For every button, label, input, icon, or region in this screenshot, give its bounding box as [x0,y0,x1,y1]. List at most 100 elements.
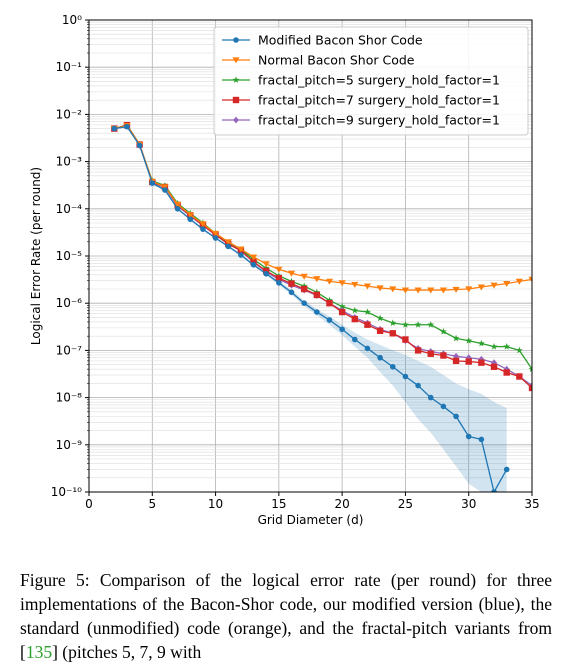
x-tick-label: 30 [461,497,476,511]
data-point [376,314,384,322]
legend-entry: fractal_pitch=5 surgery_hold_factor=1 [222,73,500,88]
data-point [233,37,239,43]
data-point [238,252,244,258]
data-point [187,216,194,223]
data-point [503,466,510,473]
data-point [233,116,239,124]
data-point [300,282,308,290]
data-point [376,327,384,335]
series-line [114,124,532,370]
data-point [288,280,295,287]
data-point [314,309,320,315]
data-point [503,343,511,350]
data-point [389,330,396,337]
data-point [263,270,270,277]
y-tick-label: 10⁻⁵ [56,249,83,263]
data-point [477,284,485,291]
data-point [338,302,346,310]
data-point [478,436,485,443]
data-point [465,433,472,440]
legend-label: fractal_pitch=9 surgery_hold_factor=1 [258,113,500,128]
data-point [174,201,182,208]
data-point [402,373,409,380]
data-point [414,287,422,294]
data-point [427,321,435,328]
data-point [453,413,459,420]
data-point [389,319,397,326]
data-point [288,289,295,296]
data-point [232,76,240,83]
data-point [452,286,460,293]
y-tick-label: 10⁻⁷ [56,343,83,357]
data-point [287,270,296,277]
data-point [465,286,473,293]
data-point [352,336,358,343]
data-point [477,339,485,347]
data-point [313,276,321,283]
series-line [114,124,532,291]
data-point [300,285,308,293]
data-point [225,243,232,250]
series-lines [110,121,532,492]
data-point [515,278,523,285]
series-1 [111,123,510,492]
data-point [363,283,372,290]
data-point [427,287,435,294]
legend-entry: fractal_pitch=9 surgery_hold_factor=1 [222,113,500,128]
data-point [377,354,383,361]
legend-label: Normal Bacon Shor Code [258,53,415,68]
data-point [351,281,359,288]
data-point [515,346,523,354]
data-point [111,125,118,132]
data-point [389,363,396,370]
data-point [174,206,181,212]
data-point [313,291,321,299]
data-point [490,343,498,350]
data-point [452,334,460,342]
legend-label: fractal_pitch=5 surgery_hold_factor=1 [258,73,500,88]
confidence-bands [114,125,507,492]
data-point [439,328,447,335]
data-point [427,350,434,357]
data-point [439,287,447,294]
x-tick-label: 25 [398,497,413,511]
data-point [516,373,523,380]
data-point [364,345,371,352]
caption-text-1: Figure 5: Comparison of the logical erro… [20,570,552,662]
legend-entry: fractal_pitch=7 surgery_hold_factor=1 [222,93,500,108]
data-point [478,359,485,366]
data-point [212,235,219,241]
data-point [250,258,257,266]
data-point [427,394,434,401]
x-tick-label: 10 [208,497,223,511]
data-point [149,180,156,186]
x-tick-label: 20 [335,497,350,511]
x-tick-label: 0 [85,497,93,511]
data-point [528,365,532,373]
data-point [415,382,421,389]
data-point [275,274,283,282]
data-point [124,123,130,130]
data-point [528,384,532,392]
data-point [440,403,447,410]
y-tick-label: 10⁻⁶ [56,296,83,310]
figure-caption: Figure 5: Comparison of the logical erro… [20,568,552,664]
confidence-band [114,125,507,492]
data-point [224,239,232,246]
legend-entry: Modified Bacon Shor Code [222,33,423,48]
data-point [326,300,333,307]
y-tick-label: 10⁻¹ [56,60,83,74]
y-tick-label: 10⁻⁴ [56,202,83,216]
data-point [465,337,473,344]
y-tick-label: 10⁻¹⁰ [51,485,82,499]
legend-entry: Normal Bacon Shor Code [222,53,415,68]
data-point [465,358,472,365]
data-point [452,357,460,365]
data-point [364,308,371,315]
data-point [326,317,333,323]
caption-reference-link[interactable]: 135 [25,642,53,662]
data-point [232,57,240,64]
x-tick-label: 5 [148,497,156,511]
data-point [136,142,143,149]
data-point [414,347,422,354]
